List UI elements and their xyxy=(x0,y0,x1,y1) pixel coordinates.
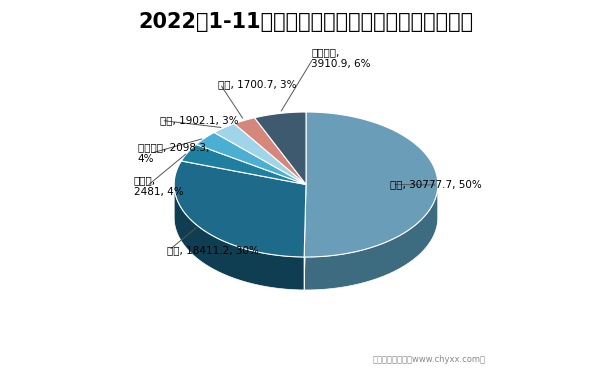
Text: 2022年1-11月中国挤出机进口地区格局（万美元）: 2022年1-11月中国挤出机进口地区格局（万美元） xyxy=(138,13,474,32)
Polygon shape xyxy=(304,187,438,290)
PathPatch shape xyxy=(255,112,306,184)
PathPatch shape xyxy=(174,161,306,257)
Text: 其他地区,
3910.9, 6%: 其他地区, 3910.9, 6% xyxy=(312,47,371,69)
Text: 美国, 1700.7, 3%: 美国, 1700.7, 3% xyxy=(218,79,297,89)
Text: 韩国, 1902.1, 3%: 韩国, 1902.1, 3% xyxy=(160,115,238,125)
Text: 制图：智研咨询（www.chyxx.com）: 制图：智研咨询（www.chyxx.com） xyxy=(373,355,485,364)
PathPatch shape xyxy=(214,124,306,184)
PathPatch shape xyxy=(181,144,306,184)
Text: 奥地利,
2481, 4%: 奥地利, 2481, 4% xyxy=(134,176,184,197)
Text: 德国, 30777.7, 50%: 德国, 30777.7, 50% xyxy=(390,179,482,190)
PathPatch shape xyxy=(196,132,306,184)
Polygon shape xyxy=(174,186,304,290)
Text: 中国台湾, 2098.3,
4%: 中国台湾, 2098.3, 4% xyxy=(138,142,209,164)
PathPatch shape xyxy=(304,112,438,257)
Text: 日本, 18411.2, 30%: 日本, 18411.2, 30% xyxy=(167,245,259,255)
PathPatch shape xyxy=(234,118,306,184)
